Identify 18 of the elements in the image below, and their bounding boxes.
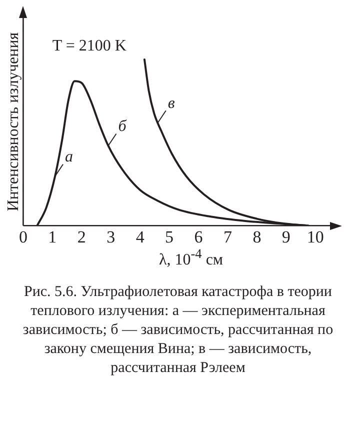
x-tick-label: 6 [194, 227, 203, 246]
text: Рис. 5.6. Ультрафиолетовая катастрофа в теории теплового излучения: а — экспериментальная зависимость; б — зависимость, рассчитанная по закону смещения Вина; в — зависимость, рассчитанная Рэлеем [22, 283, 334, 378]
x-tick-label: 0 [18, 227, 28, 246]
x-tick-label: 4 [136, 227, 145, 246]
text: T = 2100 K [52, 37, 127, 54]
x-tick-label: 10 [306, 227, 324, 246]
y-axis-title: Интенсивность излучения [4, 32, 22, 212]
x-tick-label: 1 [48, 227, 57, 246]
x-axis-title: λ, 10$^{-4}$ см [158, 246, 224, 270]
x-tick-label: 9 [282, 227, 290, 246]
x-tick-label: 7 [223, 227, 232, 246]
x-tick-label: 3 [106, 227, 116, 246]
annotation: а [65, 148, 74, 166]
annotation: в [168, 94, 175, 112]
annotation: б [118, 118, 128, 135]
x-tick-label: 2 [77, 227, 86, 246]
x-tick-label: 5 [165, 227, 174, 246]
x-tick-label: 8 [252, 227, 262, 246]
